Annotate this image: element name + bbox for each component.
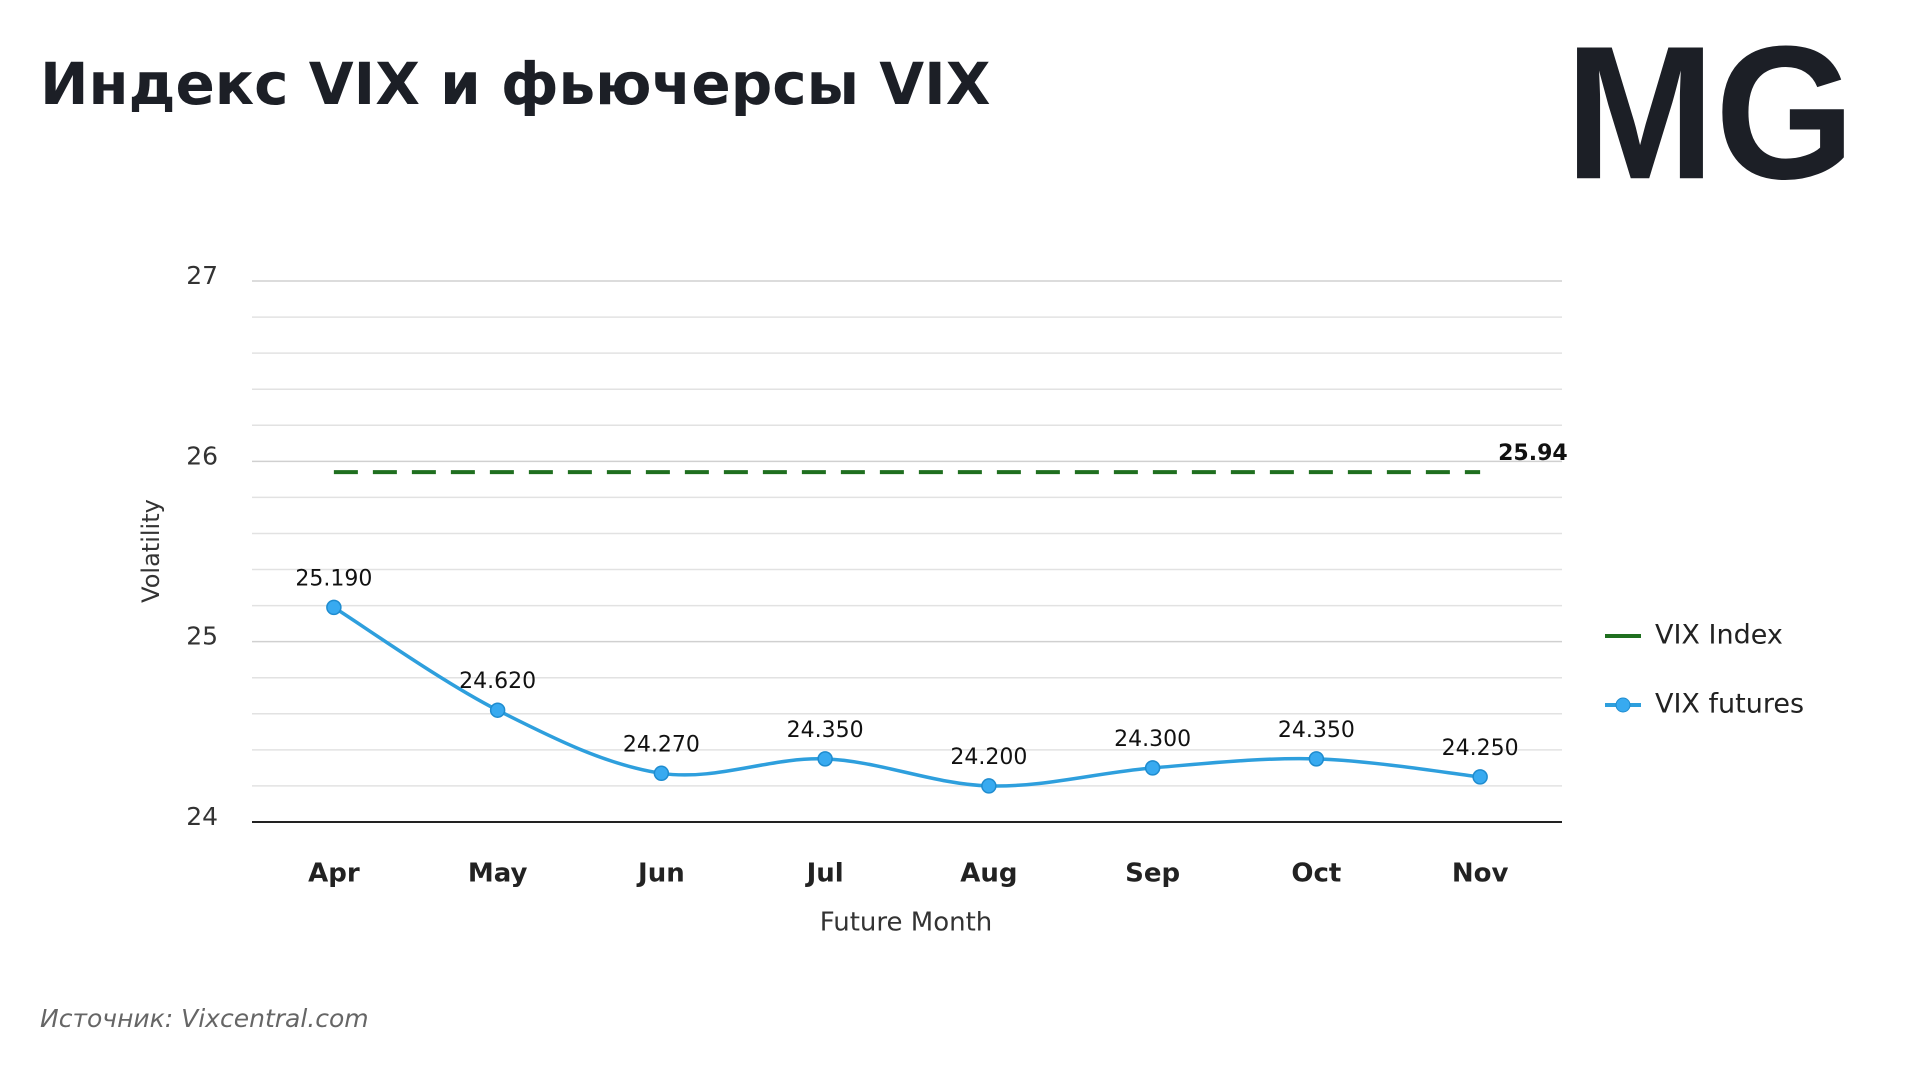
data-label: 24.350 [1278, 718, 1355, 743]
y-tick-label: 24 [186, 802, 218, 831]
y-axis-label: Volatility [137, 499, 165, 603]
point [326, 599, 342, 616]
data-label: 24.250 [1442, 736, 1519, 761]
series-line [332, 605, 1481, 788]
plot: 24 25 26 27 Apr May Jun Jul Aug Sep Oct Nov 25.94 VIX… [186, 261, 1804, 889]
data-label: 24.350 [787, 718, 864, 743]
point [1472, 769, 1488, 785]
legend-label: VIX futures [1655, 689, 1804, 720]
data-label: 24.300 [1114, 727, 1191, 752]
legend-marker [1615, 697, 1631, 713]
data-label: 25.94 [1498, 441, 1568, 466]
y-tick-label: 26 [186, 441, 218, 470]
x-tick-label: Sep [1125, 859, 1180, 889]
x-tick-label: Nov [1452, 859, 1509, 889]
data-label: 24.620 [459, 669, 536, 694]
x-tick-label: Oct [1291, 859, 1341, 889]
x-axis-label: Future Month [820, 908, 993, 938]
x-tick-label: Jun [636, 859, 685, 889]
point [489, 702, 506, 718]
point [817, 751, 833, 767]
x-tick-label: May [468, 859, 528, 889]
point [1144, 760, 1161, 776]
point [1308, 751, 1325, 767]
title: Индекс VIX и фьючерсы VIX [40, 50, 990, 118]
point [981, 778, 997, 794]
x-tick-label: Aug [960, 859, 1017, 889]
point [653, 765, 670, 782]
data-label: 24.200 [950, 745, 1027, 770]
data-label: 24.270 [623, 732, 700, 757]
source: Источник: Vixcentral.com [40, 1004, 369, 1033]
data-label: 25.190 [295, 566, 372, 591]
y-tick-label: 25 [186, 622, 218, 651]
legend-label: VIX Index [1655, 620, 1783, 651]
y-tick-label: 27 [186, 261, 218, 290]
x-tick-label: Apr [308, 859, 360, 889]
x-tick-label: Jul [805, 859, 844, 889]
logo: MG [1565, 7, 1855, 219]
